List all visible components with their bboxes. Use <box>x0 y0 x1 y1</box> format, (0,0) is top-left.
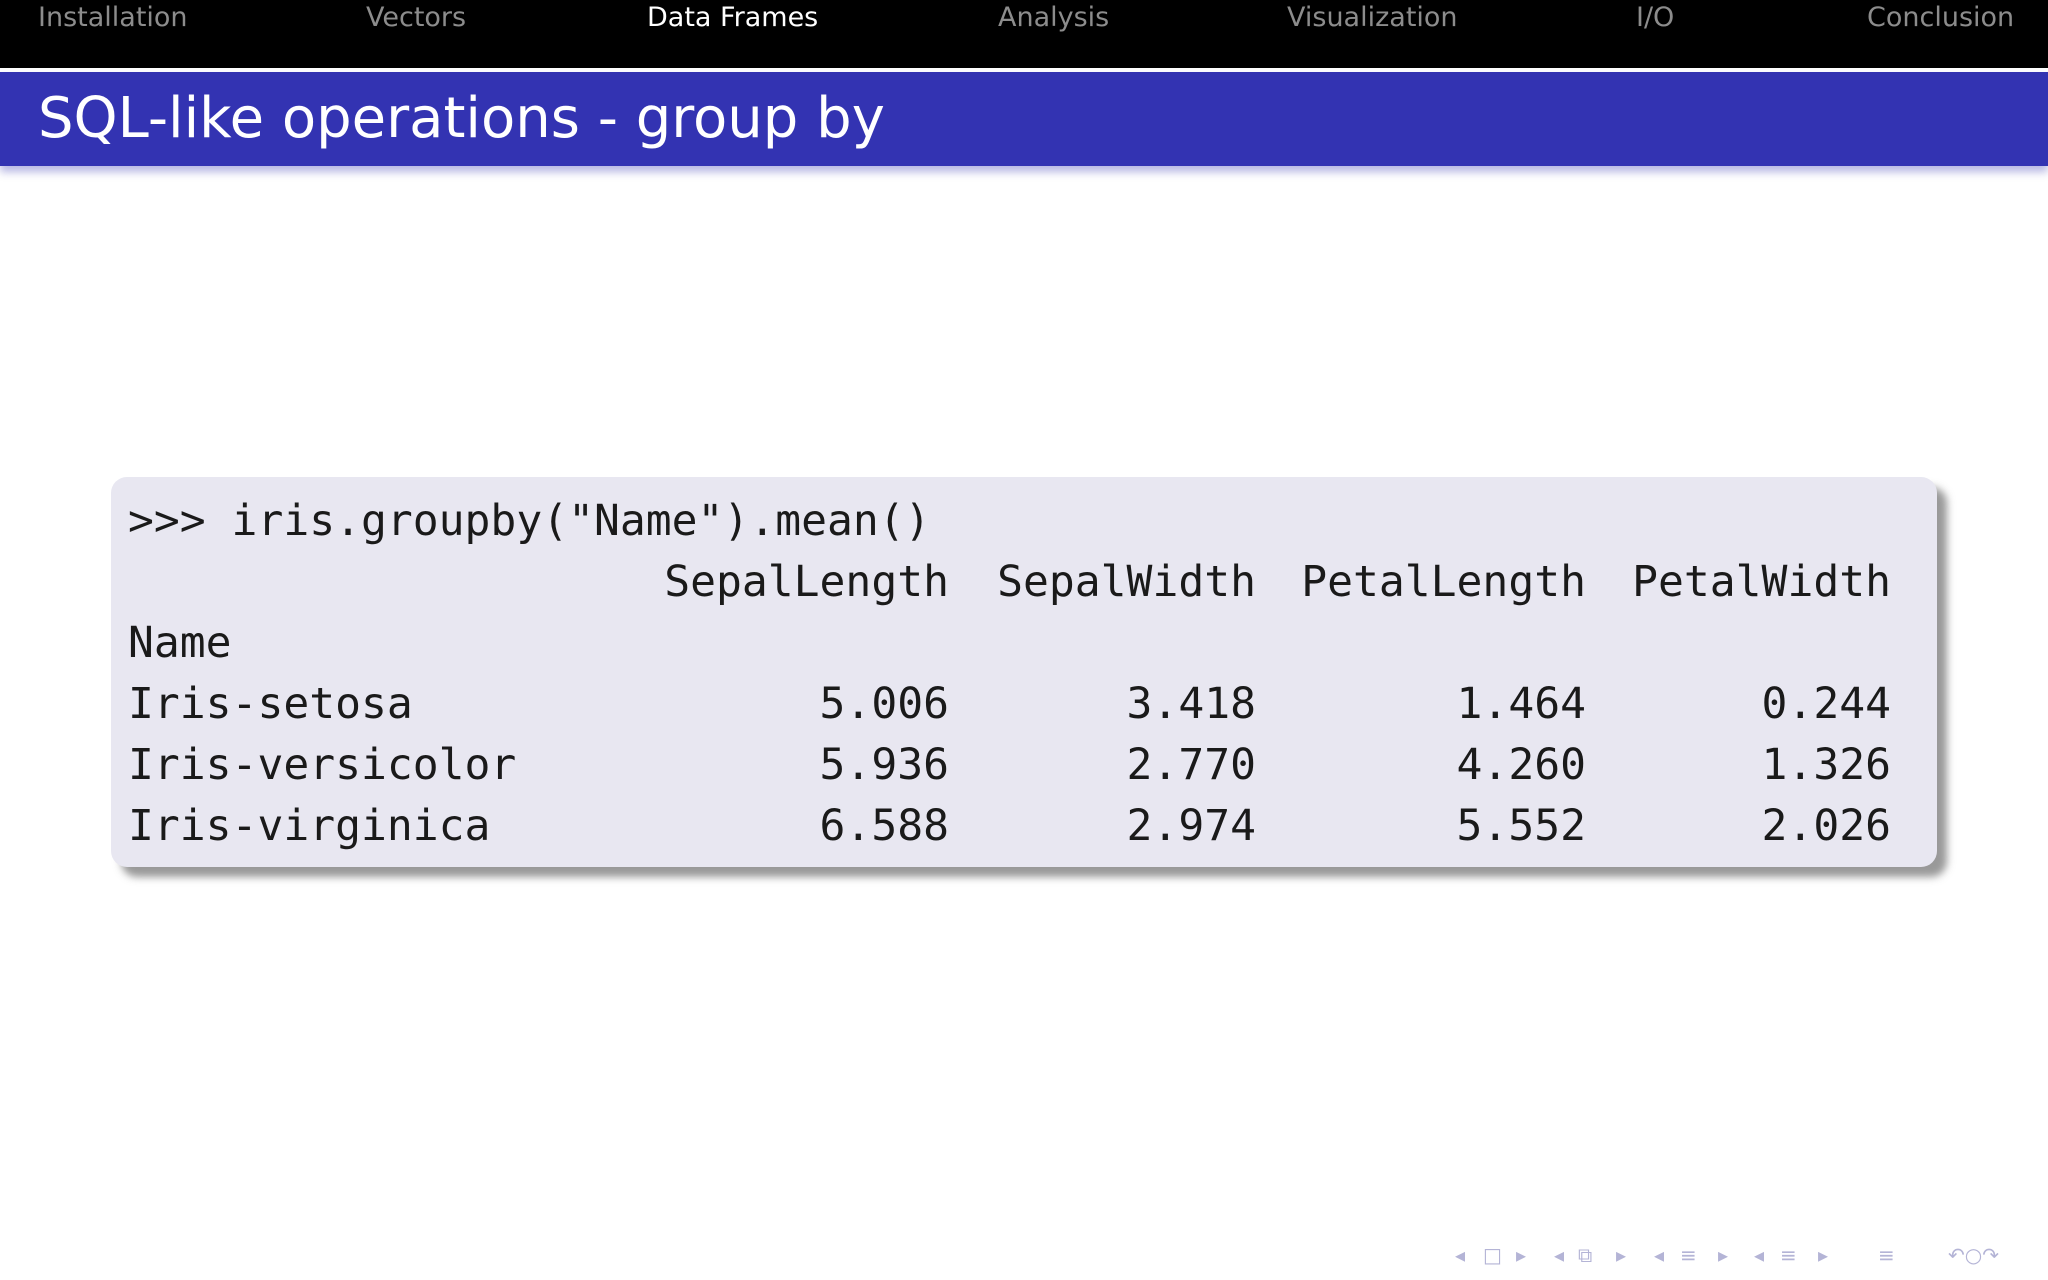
slide-title: SQL-like operations - group by <box>38 86 885 151</box>
column-header: PetalWidth <box>1632 557 1891 607</box>
code-block: >>> iris.groupby("Name").mean() SepalLen… <box>111 477 1937 867</box>
nav-item-data-frames[interactable]: Data Frames <box>647 2 819 33</box>
column-header: PetalLength <box>1301 557 1586 607</box>
subsection-next-icon[interactable]: ▸ <box>1818 1243 1829 1267</box>
table-cell: 2.770 <box>1126 740 1256 790</box>
frame-prev-icon[interactable]: ◂ <box>1455 1243 1466 1267</box>
column-header: SepalWidth <box>997 557 1256 607</box>
table-cell: 3.418 <box>1126 679 1256 729</box>
subsection-icon[interactable]: ≡ <box>1780 1243 1797 1267</box>
section-next-icon[interactable]: ▸ <box>1718 1243 1729 1267</box>
table-cell: 2.026 <box>1761 801 1891 851</box>
table-cell: 6.588 <box>819 801 949 851</box>
code-command: >>> iris.groupby("Name").mean() <box>128 496 931 546</box>
slide-next-icon[interactable]: ▸ <box>1616 1243 1627 1267</box>
frame-next-icon[interactable]: ▸ <box>1516 1243 1527 1267</box>
table-cell: 1.326 <box>1761 740 1891 790</box>
section-prev-icon[interactable]: ◂ <box>1654 1243 1665 1267</box>
nav-item-analysis[interactable]: Analysis <box>998 2 1110 33</box>
align-icon[interactable]: ≡ <box>1878 1243 1895 1267</box>
row-label: Iris-versicolor <box>128 740 517 790</box>
title-bar: SQL-like operations - group by <box>0 72 2048 166</box>
nav-item-io[interactable]: I/O <box>1636 2 1675 33</box>
nav-item-conclusion[interactable]: Conclusion <box>1867 2 2015 33</box>
table-cell: 2.974 <box>1126 801 1256 851</box>
nav-item-vectors[interactable]: Vectors <box>366 2 467 33</box>
nav-item-installation[interactable]: Installation <box>38 2 188 33</box>
row-label: Iris-setosa <box>128 679 413 729</box>
search-icon[interactable]: ↶○↷ <box>1948 1243 1999 1267</box>
column-header: SepalLength <box>664 557 949 607</box>
index-name: Name <box>128 618 232 668</box>
section-navbar: Installation Vectors Data Frames Analysi… <box>0 0 2048 68</box>
table-cell: 0.244 <box>1761 679 1891 729</box>
table-cell: 4.260 <box>1456 740 1586 790</box>
frame-icon[interactable]: □ <box>1483 1243 1502 1267</box>
table-cell: 5.552 <box>1456 801 1586 851</box>
slide-icon[interactable]: ⧉ <box>1578 1243 1593 1267</box>
table-cell: 1.464 <box>1456 679 1586 729</box>
beamer-navigation-controls: ◂ □ ▸ ◂ ⧉ ▸ ◂ ≡ ▸ ◂ ≡ ▸ ≡ ↶○↷ <box>1450 1240 2030 1270</box>
nav-item-visualization[interactable]: Visualization <box>1287 2 1458 33</box>
section-icon[interactable]: ≡ <box>1680 1243 1697 1267</box>
slide-prev-icon[interactable]: ◂ <box>1554 1243 1565 1267</box>
table-cell: 5.006 <box>819 679 949 729</box>
subsection-prev-icon[interactable]: ◂ <box>1754 1243 1765 1267</box>
row-label: Iris-virginica <box>128 801 491 851</box>
table-cell: 5.936 <box>819 740 949 790</box>
